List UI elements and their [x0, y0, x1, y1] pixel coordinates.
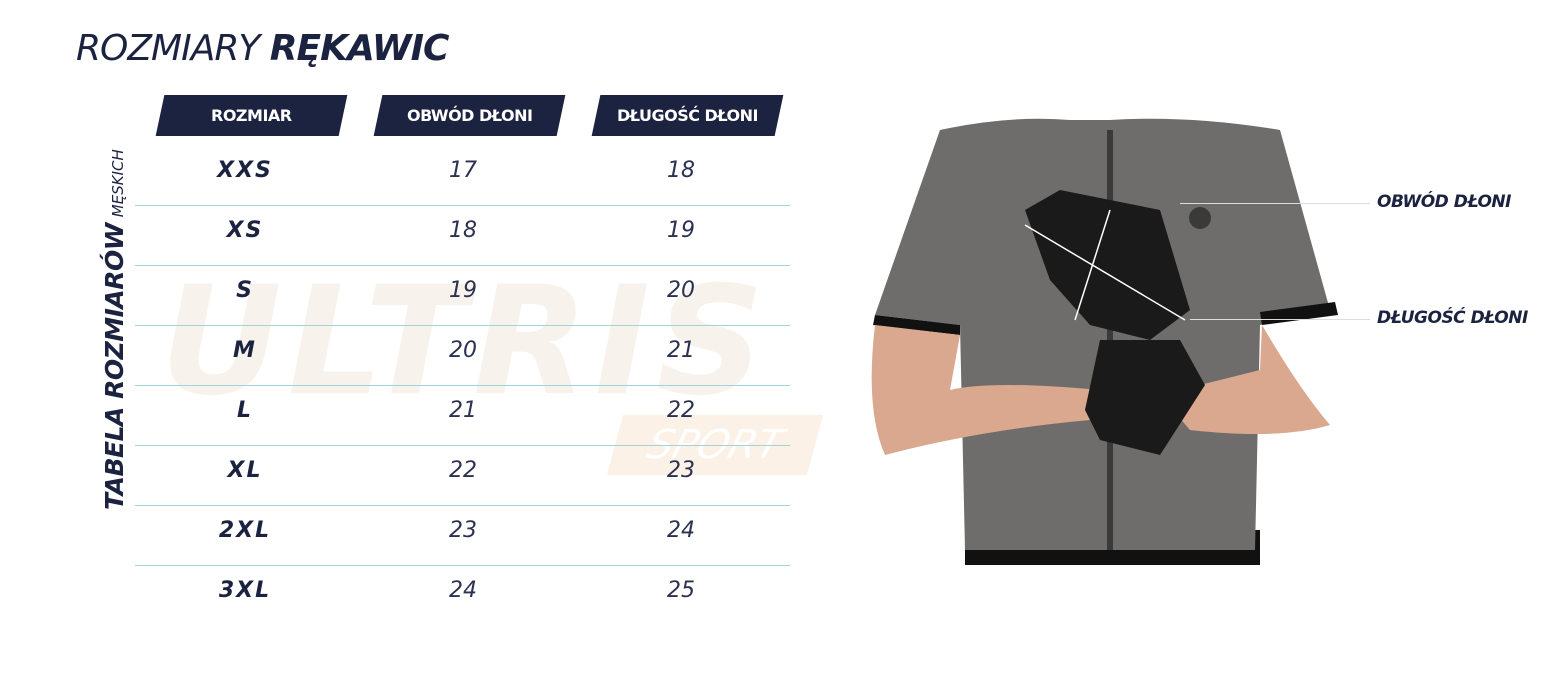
circumference-cell: 22	[449, 458, 477, 483]
leader-line-circumference	[1180, 203, 1370, 204]
label-circumference: OBWÓD DŁONI	[1377, 192, 1511, 212]
leader-line-length	[1190, 319, 1370, 320]
table-row: M 20 21	[135, 326, 790, 386]
glove-lower	[1085, 340, 1205, 455]
length-cell: 23	[667, 458, 695, 483]
header-text: DŁUGOŚĆ DŁONI	[617, 106, 758, 125]
row-divider	[135, 265, 790, 266]
model-photo	[871, 118, 1338, 565]
arm-left	[871, 325, 1100, 455]
header-size: ROZMIAR	[155, 95, 348, 136]
table-row: 2XL 23 24	[135, 506, 790, 566]
circumference-marker	[1024, 224, 1186, 321]
length-cell: 20	[667, 278, 695, 303]
circumference-cell: 19	[449, 278, 477, 303]
size-cell: XL	[227, 458, 263, 483]
jersey	[875, 118, 1330, 550]
circumference-cell: 20	[449, 338, 477, 363]
brand-logo-icon	[1189, 207, 1211, 229]
title-bold: RĘKAWIC	[269, 28, 450, 69]
sleeve-cuff-left	[873, 315, 960, 335]
size-cell: XXS	[217, 158, 273, 183]
header-text: OBWÓD DŁONI	[406, 106, 533, 125]
size-cell: XS	[226, 218, 264, 243]
length-cell: 22	[667, 398, 695, 423]
circumference-cell: 23	[449, 518, 477, 543]
row-divider	[135, 565, 790, 566]
table-row: XL 22 23	[135, 446, 790, 506]
circumference-cell: 18	[449, 218, 477, 243]
size-cell: M	[233, 338, 257, 363]
side-title-sub: MĘSKICH	[109, 149, 127, 218]
row-divider	[135, 505, 790, 506]
length-cell: 25	[667, 578, 695, 603]
length-cell: 19	[667, 218, 695, 243]
length-cell: 21	[667, 338, 695, 363]
page-title: ROZMIARY RĘKAWIC	[76, 28, 450, 69]
circumference-cell: 17	[449, 158, 477, 183]
header-length: DŁUGOŚĆ DŁONI	[591, 95, 784, 136]
size-cell: 2XL	[218, 518, 272, 543]
table-row: 3XL 24 25	[135, 566, 790, 626]
length-cell: 24	[667, 518, 695, 543]
side-title: TABELA ROZMIARÓW MĘSKICH	[100, 149, 129, 510]
label-length: DŁUGOŚĆ DŁONI	[1377, 308, 1528, 328]
row-divider	[135, 385, 790, 386]
circumference-cell: 21	[449, 398, 477, 423]
size-cell: L	[236, 398, 254, 423]
table-row: L 21 22	[135, 386, 790, 446]
circumference-cell: 24	[449, 578, 477, 603]
table-row: S 19 20	[135, 266, 790, 326]
length-cell: 18	[667, 158, 695, 183]
size-cell: 3XL	[218, 578, 272, 603]
side-title-main: TABELA ROZMIARÓW	[100, 223, 129, 510]
glove-upper	[1025, 190, 1190, 340]
table-row: XS 18 19	[135, 206, 790, 266]
row-divider	[135, 445, 790, 446]
length-marker	[1074, 209, 1111, 321]
table-row: XXS 17 18	[135, 146, 790, 206]
header-text: ROZMIAR	[211, 106, 292, 125]
header-circumference: OBWÓD DŁONI	[373, 95, 566, 136]
watermark-logo: ULTRIS	[160, 255, 771, 429]
title-light: ROZMIARY	[76, 28, 270, 69]
row-divider	[135, 205, 790, 206]
arm-right	[1160, 325, 1330, 434]
row-divider	[135, 325, 790, 326]
size-cell: S	[236, 278, 254, 303]
